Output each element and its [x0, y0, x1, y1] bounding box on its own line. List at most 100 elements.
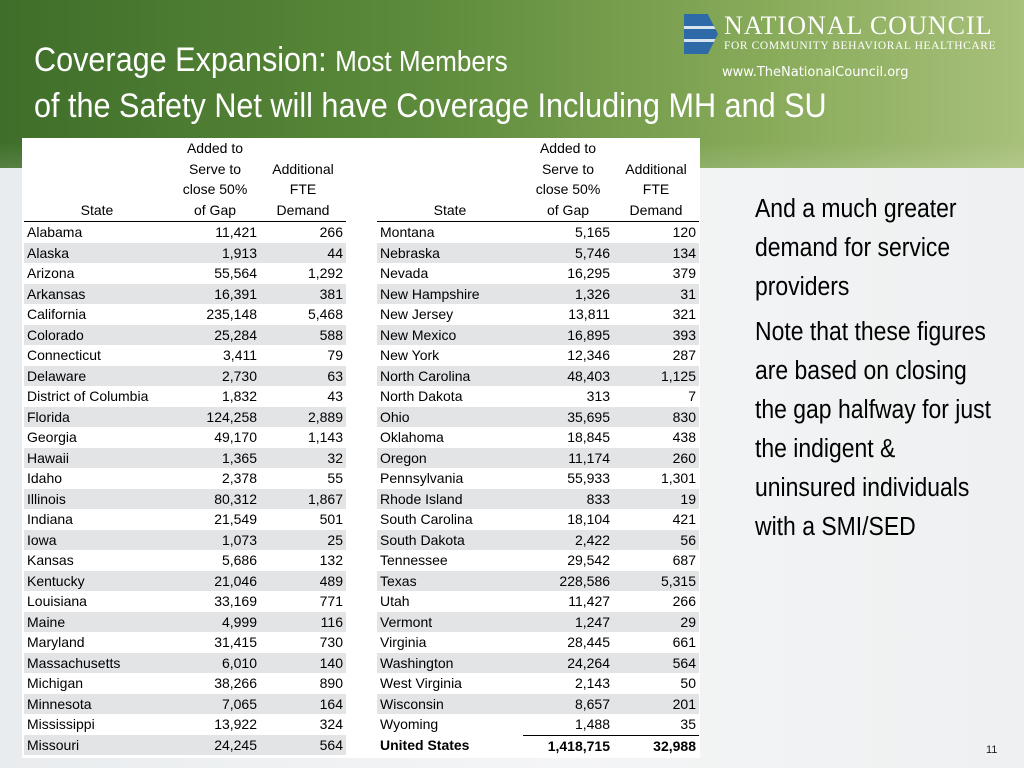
fte-cell: 2,889 [260, 406, 346, 427]
slide-title: Coverage Expansion: Most Members of the … [34, 38, 827, 128]
fte-cell: 379 [613, 263, 699, 284]
table-body-right: Montana 5,165 120 Nebraska 5,746 134 Nevada 16,… [377, 221, 699, 756]
added-cell: 25,284 [170, 324, 261, 345]
state-cell: Kentucky [24, 570, 170, 591]
state-cell: Arizona [24, 263, 170, 284]
added-cell: 1,913 [170, 242, 261, 263]
table-row: Tennessee 29,542 687 [377, 550, 699, 571]
table-row: Arkansas 16,391 381 [24, 283, 346, 304]
fte-cell: 661 [613, 632, 699, 653]
state-table-right: State Added to Serve to close 50% of Gap Ad… [377, 138, 699, 756]
table-row: Kentucky 21,046 489 [24, 570, 346, 591]
state-cell: Georgia [24, 427, 170, 448]
state-cell: District of Columbia [24, 386, 170, 407]
fte-cell: 489 [260, 570, 346, 591]
added-cell: 1,365 [170, 447, 261, 468]
added-cell: 38,266 [170, 673, 261, 694]
added-cell: 28,445 [523, 632, 614, 653]
logo-flag-icon [684, 14, 718, 54]
table-row: New Jersey 13,811 321 [377, 304, 699, 325]
fte-cell: 120 [613, 221, 699, 243]
state-cell: North Carolina [377, 365, 523, 386]
state-cell: Tennessee [377, 550, 523, 571]
added-cell: 29,542 [523, 550, 614, 571]
table-row: Oklahoma 18,845 438 [377, 427, 699, 448]
state-cell: Oklahoma [377, 427, 523, 448]
fte-cell: 50 [613, 673, 699, 694]
added-cell: 2,730 [170, 365, 261, 386]
table-header-row: State Added to Serve to close 50% of Gap Ad… [24, 138, 346, 222]
added-cell: 11,421 [170, 221, 261, 243]
added-cell: 2,378 [170, 468, 261, 489]
table-row: Hawaii 1,365 32 [24, 447, 346, 468]
total-fte-cell: 32,988 [613, 734, 699, 756]
added-cell: 1,326 [523, 283, 614, 304]
state-cell: West Virginia [377, 673, 523, 694]
added-cell: 228,586 [523, 570, 614, 591]
table-row: Virginia 28,445 661 [377, 632, 699, 653]
fte-cell: 1,292 [260, 263, 346, 284]
state-cell: Montana [377, 221, 523, 243]
table-row: Nebraska 5,746 134 [377, 242, 699, 263]
table-header-row: State Added to Serve to close 50% of Gap Ad… [377, 138, 699, 222]
fte-cell: 132 [260, 550, 346, 571]
fte-cell: 287 [613, 345, 699, 366]
table-body-left: Alabama 11,421 266 Alaska 1,913 44 Arizona 55,5… [24, 221, 346, 755]
added-cell: 5,746 [523, 242, 614, 263]
header-fte: Additional FTE Demand [613, 138, 699, 222]
state-cell: California [24, 304, 170, 325]
state-cell: Wisconsin [377, 693, 523, 714]
table-row: Wyoming 1,488 35 [377, 714, 699, 735]
added-cell: 2,143 [523, 673, 614, 694]
header-state: State [24, 138, 170, 222]
fte-cell: 501 [260, 509, 346, 530]
added-cell: 24,245 [170, 734, 261, 755]
table-row: Rhode Island 833 19 [377, 488, 699, 509]
table-row: Georgia 49,170 1,143 [24, 427, 346, 448]
state-cell: South Dakota [377, 529, 523, 550]
table-row: Mississippi 13,922 324 [24, 714, 346, 735]
state-cell: Iowa [24, 529, 170, 550]
added-cell: 21,549 [170, 509, 261, 530]
logo-url: www.TheNationalCouncil.org [722, 65, 909, 80]
fte-cell: 1,143 [260, 427, 346, 448]
state-cell: Hawaii [24, 447, 170, 468]
state-cell: Indiana [24, 509, 170, 530]
added-cell: 1,832 [170, 386, 261, 407]
added-cell: 55,564 [170, 263, 261, 284]
fte-cell: 31 [613, 283, 699, 304]
state-cell: Rhode Island [377, 488, 523, 509]
table-row: Minnesota 7,065 164 [24, 693, 346, 714]
total-added-cell: 1,418,715 [523, 734, 614, 756]
state-cell: Oregon [377, 447, 523, 468]
state-cell: Mississippi [24, 714, 170, 735]
state-cell: Connecticut [24, 345, 170, 366]
added-cell: 16,295 [523, 263, 614, 284]
table-row: North Carolina 48,403 1,125 [377, 365, 699, 386]
state-cell: Delaware [24, 365, 170, 386]
table-row: Ohio 35,695 830 [377, 406, 699, 427]
logo-name: NATIONAL COUNCIL [724, 11, 993, 40]
added-cell: 8,657 [523, 693, 614, 714]
state-cell: Texas [377, 570, 523, 591]
state-cell: New York [377, 345, 523, 366]
fte-cell: 63 [260, 365, 346, 386]
state-cell: New Mexico [377, 324, 523, 345]
logo-subtitle: FOR COMMUNITY BEHAVIORAL HEALTHCARE [724, 40, 997, 52]
added-cell: 313 [523, 386, 614, 407]
table-row: New Hampshire 1,326 31 [377, 283, 699, 304]
state-table-left: State Added to Serve to close 50% of Gap Ad… [24, 138, 346, 755]
fte-cell: 266 [260, 221, 346, 243]
state-cell: Arkansas [24, 283, 170, 304]
table-row: Pennsylvania 55,933 1,301 [377, 468, 699, 489]
fte-cell: 116 [260, 611, 346, 632]
added-cell: 55,933 [523, 468, 614, 489]
fte-cell: 19 [613, 488, 699, 509]
fte-cell: 687 [613, 550, 699, 571]
added-cell: 4,999 [170, 611, 261, 632]
fte-cell: 1,867 [260, 488, 346, 509]
fte-cell: 201 [613, 693, 699, 714]
table-row: New York 12,346 287 [377, 345, 699, 366]
fte-cell: 393 [613, 324, 699, 345]
fte-cell: 771 [260, 591, 346, 612]
